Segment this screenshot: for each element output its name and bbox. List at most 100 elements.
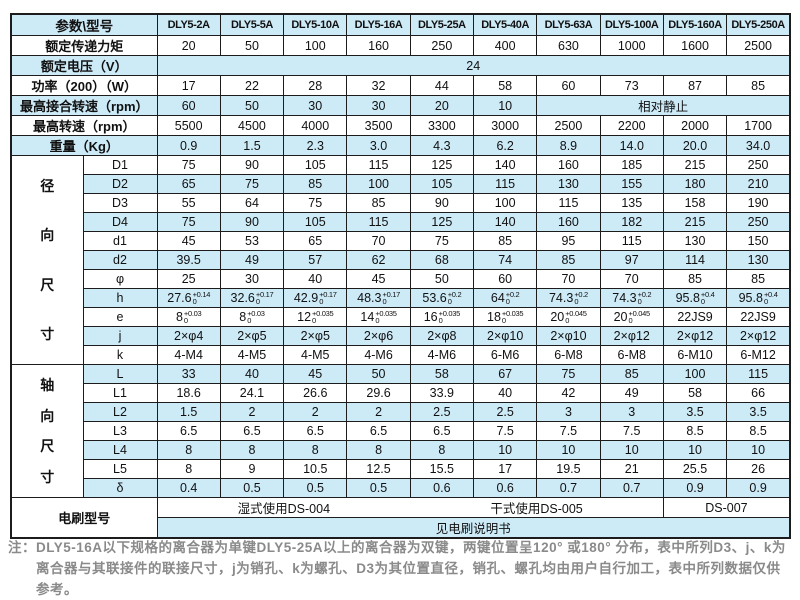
value-cell: 2000 [662, 115, 728, 136]
value-cell: 20 [409, 95, 475, 116]
row-max-engage-speed: 最高接合转速（rpm） 60 50 30 30 20 10 相对静止 [10, 95, 791, 116]
value-cell: 10 [472, 440, 538, 460]
value-cell: 40 [219, 364, 285, 384]
value-cell: 1700 [726, 115, 791, 136]
value-cell: 32.6 +0.17 0 [219, 288, 285, 308]
group-label-char: 尺 [40, 438, 55, 455]
group-label-text: 径向尺寸 [13, 161, 82, 359]
corner-label: 参数\型号 [10, 13, 158, 36]
sub-label: δ [82, 478, 158, 498]
value-cell: 90 [219, 155, 285, 175]
value-cell: 4-M5 [219, 345, 285, 365]
row-radial-D2: D2 65 75 85 100 105 115 130 155 180 210 [11, 174, 791, 194]
brush-types-cell: 湿式使用DS-004 干式使用DS-005 [156, 497, 664, 518]
row-max-speed: 最高转速（rpm） 5500 4500 4000 3500 3300 3000 2500 220… [10, 115, 791, 136]
value-cell: 40 [472, 383, 538, 403]
value-cell: 62 [346, 250, 411, 270]
value-cell: 158 [662, 193, 728, 213]
value-cell: 8 [219, 440, 285, 460]
sub-label: k [82, 345, 158, 365]
sub-label: L1 [82, 383, 158, 403]
value-cell: 20 +0.045 0 [599, 307, 664, 327]
value-cell: 182 [599, 212, 664, 232]
brush-types-inner: 湿式使用DS-004 干式使用DS-005 [158, 499, 662, 517]
value-cell: 16 +0.035 0 [409, 307, 475, 327]
sub-label: L3 [82, 421, 158, 441]
header-row: 参数\型号 DLY5-2A DLY5-5A DLY5-10A DLY5-16A DLY5-… [10, 13, 791, 36]
value-cell: 3 [599, 402, 664, 422]
sub-label: j [82, 326, 158, 346]
value-cell: 74.3 +0.2 0 [536, 288, 601, 308]
value-cell: 2.5 [409, 402, 475, 422]
value-cell: 2.3 [283, 135, 348, 156]
value-cell: 215 [662, 155, 728, 175]
value-cell: 115 [599, 231, 664, 251]
value-cell: 150 [726, 231, 791, 251]
group-label-char: 向 [40, 227, 55, 244]
value-cell: 5500 [156, 115, 221, 136]
value-cell: 74.3 +0.2 0 [599, 288, 664, 308]
value-cell: 25.5 [662, 459, 728, 479]
value-cell: 2×φ12 [599, 326, 664, 346]
value-cell: 8.9 [536, 135, 601, 156]
value-cell: 105 [283, 212, 348, 232]
value-cell: 115 [346, 212, 411, 232]
value-cell: 2×φ10 [536, 326, 601, 346]
value-cell: 8 [346, 440, 411, 460]
value-cell: 0.5 [219, 478, 285, 498]
row-radial-d2: d2 39.5 49 57 62 68 74 85 97 114 130 [11, 250, 791, 270]
value-cell: 34.0 [726, 135, 791, 156]
value-cell: 2200 [599, 115, 664, 136]
value-cell: 17 [156, 75, 221, 96]
sub-label: L2 [82, 402, 158, 422]
value-cell: 85 [472, 231, 538, 251]
value-cell: 90 [409, 193, 475, 213]
value-cell: 20 [156, 35, 221, 56]
group-label-text: 轴向尺寸 [13, 370, 82, 492]
footnote: 注： DLY5-16A以下规格的离合器为单键DLY5-25A以上的离合器为双键，… [8, 537, 794, 600]
value-cell: 70 [346, 231, 411, 251]
value-cell: 90 [219, 212, 285, 232]
value-cell: 0.4 [156, 478, 221, 498]
row-rated-voltage: 额定电压（V） 24 [10, 55, 791, 76]
model-header-cell: DLY5-25A [409, 13, 475, 36]
value-cell: 75 [409, 231, 475, 251]
brush-dry-label: 干式使用DS-005 [490, 502, 583, 516]
value-cell: 24 [156, 55, 791, 76]
value-cell: 6.5 [283, 421, 348, 441]
value-cell: 3.5 [662, 402, 728, 422]
value-cell: 115 [472, 174, 538, 194]
value-cell: 115 [726, 364, 791, 384]
model-header-cell: DLY5-16A [346, 13, 411, 36]
value-cell: 105 [283, 155, 348, 175]
value-cell: 3500 [346, 115, 411, 136]
value-cell: 53.6 +0.2 0 [409, 288, 475, 308]
row-label: 额定电压（V） [10, 55, 158, 76]
brush-label: 电刷型号 [10, 497, 158, 539]
value-cell: 22JS9 [726, 307, 791, 327]
row-radial-D3: D3 55 64 75 85 90 100 115 135 158 190 [11, 193, 791, 213]
value-cell: 100 [472, 193, 538, 213]
value-cell: 20 +0.045 0 [536, 307, 601, 327]
value-cell: 2 [219, 402, 285, 422]
value-cell: 14.0 [599, 135, 664, 156]
value-cell: 135 [599, 193, 664, 213]
value-cell: 400 [472, 35, 538, 56]
row-label: 重量（Kg） [10, 135, 158, 156]
value-cell: 22 [219, 75, 285, 96]
value-cell: 250 [726, 155, 791, 175]
value-cell: 26 [726, 459, 791, 479]
sub-label: L5 [82, 459, 158, 479]
value-cell: 10 [536, 440, 601, 460]
value-cell: 8 +0.03 0 [219, 307, 285, 327]
value-cell: 42 [536, 383, 601, 403]
value-cell: 8.5 [662, 421, 728, 441]
value-cell: 100 [283, 35, 348, 56]
group-label-char: 轴 [40, 377, 55, 394]
value-cell: 2×φ4 [156, 326, 221, 346]
value-cell: 58 [409, 364, 475, 384]
row-radial-D1: 径向尺寸 D1 75 90 105 115 125 140 160 185 215 250 [10, 155, 791, 365]
value-cell: 0.5 [346, 478, 411, 498]
value-cell: 190 [726, 193, 791, 213]
